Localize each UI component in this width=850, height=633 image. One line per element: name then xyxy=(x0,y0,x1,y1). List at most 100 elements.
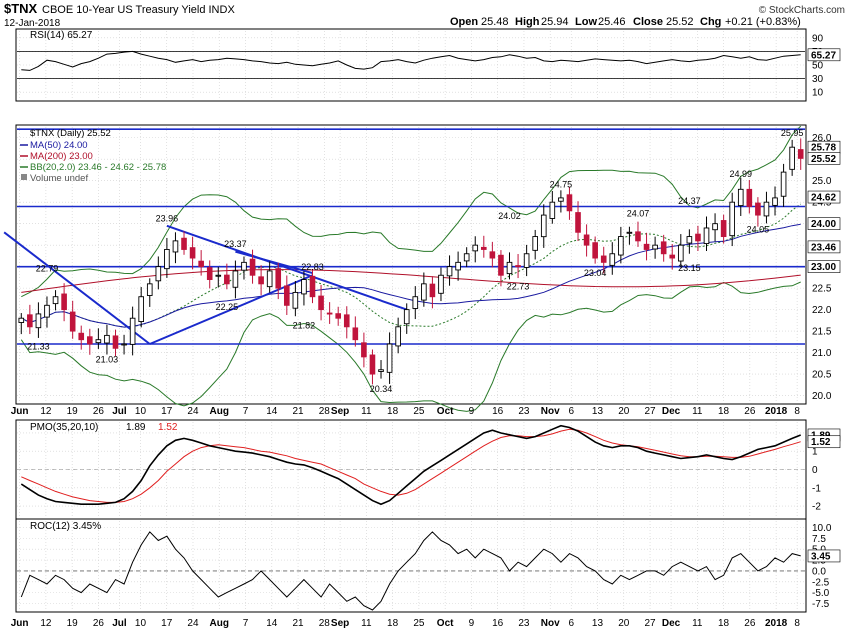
y-tick-label: 20.0 xyxy=(812,391,832,402)
candle-up xyxy=(523,253,530,268)
y-tick-label: 21.5 xyxy=(812,327,832,338)
candle-down xyxy=(318,295,324,311)
candle-down xyxy=(352,327,359,341)
y-tick-label: -7.5 xyxy=(812,599,830,610)
candle-up xyxy=(780,171,787,197)
price-annotation: 21.33 xyxy=(27,341,50,351)
candle-up xyxy=(95,339,102,344)
x-axis-label-roc: 27 xyxy=(644,618,656,629)
y-tick-label: 10 xyxy=(812,88,824,99)
candle-up xyxy=(438,274,444,294)
candle-down xyxy=(343,314,350,328)
x-axis-label-price: 26 xyxy=(93,406,105,417)
y-tick-label: 10.0 xyxy=(812,523,832,534)
volume-legend: Volume undef xyxy=(30,173,88,184)
candle-up xyxy=(266,270,273,288)
x-axis-layer: Jun 12 19 26 Jul 10 17 24 Aug 7 14 21 28 Sep 11 18 25 Oct… xyxy=(11,406,801,629)
candle-down xyxy=(489,251,496,259)
candle-down xyxy=(669,254,676,259)
candle-up xyxy=(772,197,778,206)
candle-up xyxy=(472,244,479,252)
x-axis-label-roc: 10 xyxy=(135,618,147,629)
y-tick-label: -1 xyxy=(812,483,821,494)
price-annotation: 22.73 xyxy=(507,281,530,291)
candle-up xyxy=(618,236,624,256)
candle-up xyxy=(737,188,744,207)
ma50-line xyxy=(21,223,801,328)
roc-current-tag-box xyxy=(807,549,841,563)
x-axis-label-roc: 7 xyxy=(243,618,249,629)
x-axis-label-roc: 11 xyxy=(361,618,372,629)
candle-down xyxy=(643,243,650,250)
candle-down xyxy=(283,285,290,306)
candle-up xyxy=(412,296,419,309)
x-axis-label-price: Oct xyxy=(437,406,454,417)
price-value-tag: 23.46 xyxy=(811,242,836,253)
x-axis-label-price: 12 xyxy=(40,406,52,417)
rsi-layer: 907050301065.27 xyxy=(17,33,841,99)
candle-up xyxy=(172,240,179,253)
y-tick-label: 26.0 xyxy=(812,133,832,144)
x-axis-label-price: 16 xyxy=(492,406,504,417)
x-axis-label-price: 13 xyxy=(592,406,604,417)
roc-current-tag: 3.45 xyxy=(811,551,831,562)
ma200-line xyxy=(21,269,801,293)
candle-down xyxy=(600,255,607,263)
x-axis-label-price: Jul xyxy=(112,406,127,417)
ma200-legend: MA(200) 23.00 xyxy=(30,151,93,162)
rsi-panel xyxy=(15,28,807,102)
candle-down xyxy=(575,212,581,233)
candle-down xyxy=(515,265,521,268)
rsi-current-tag: 65.27 xyxy=(811,50,836,61)
candle-up xyxy=(703,227,710,245)
price-value-tag-box xyxy=(807,190,841,204)
price-annotation: 24.99 xyxy=(729,169,752,179)
price-annotation: 20.34 xyxy=(370,384,393,394)
y-tick-label: 25.0 xyxy=(812,176,832,187)
candle-down xyxy=(61,293,67,311)
candle-down xyxy=(695,233,701,242)
price-annotation: 24.02 xyxy=(498,211,521,221)
x-axis-label-roc: Nov xyxy=(541,618,560,629)
price-annotation: 24.05 xyxy=(747,225,770,235)
candle-up xyxy=(138,296,145,323)
pmo-layer: 210-1-21.891.52 xyxy=(17,424,841,513)
price-annotation: 22.83 xyxy=(301,262,324,272)
candle-down xyxy=(369,354,376,375)
x-axis-label-roc: Dec xyxy=(662,618,681,629)
bb-lower-band xyxy=(20,281,801,412)
rsi-current-tag-box xyxy=(807,48,841,62)
candle-down xyxy=(275,268,282,289)
candle-up xyxy=(44,304,50,318)
candle-up xyxy=(686,236,693,244)
pmo-legend-signal: 1.52 xyxy=(158,422,178,433)
x-axis-label-roc: Oct xyxy=(437,618,454,629)
candle-down xyxy=(78,332,85,341)
x-axis-label-roc: Jun xyxy=(11,618,29,629)
price-annotation: 21.82 xyxy=(293,320,316,330)
price-value-tag-box xyxy=(807,152,841,165)
candle-down xyxy=(224,274,230,285)
x-axis-label-price: 8 xyxy=(794,406,800,417)
price-annotation: 23.04 xyxy=(584,268,607,278)
x-axis-label-roc: 20 xyxy=(618,618,630,629)
rsi-legend-text: RSI(14) 65.27 xyxy=(30,30,93,41)
y-tick-label: 50 xyxy=(812,61,824,72)
candle-up xyxy=(421,283,427,301)
price-value-tag: 24.00 xyxy=(811,219,836,230)
y-tick-label: 1 xyxy=(812,447,818,458)
y-tick-label: 20.5 xyxy=(812,370,832,381)
candle-up xyxy=(215,274,222,277)
rsi-line xyxy=(21,50,801,71)
candle-up xyxy=(164,249,170,270)
candle-down xyxy=(206,267,213,280)
trend-line xyxy=(235,250,313,275)
candle-up xyxy=(446,266,453,277)
low-label: Low xyxy=(575,16,597,28)
candle-up xyxy=(146,283,153,296)
pmo-legend-value: 1.89 xyxy=(126,422,146,433)
price-value-tag-box xyxy=(807,260,841,273)
candle-up xyxy=(626,231,633,234)
price-annotation: 23.96 xyxy=(156,213,179,223)
